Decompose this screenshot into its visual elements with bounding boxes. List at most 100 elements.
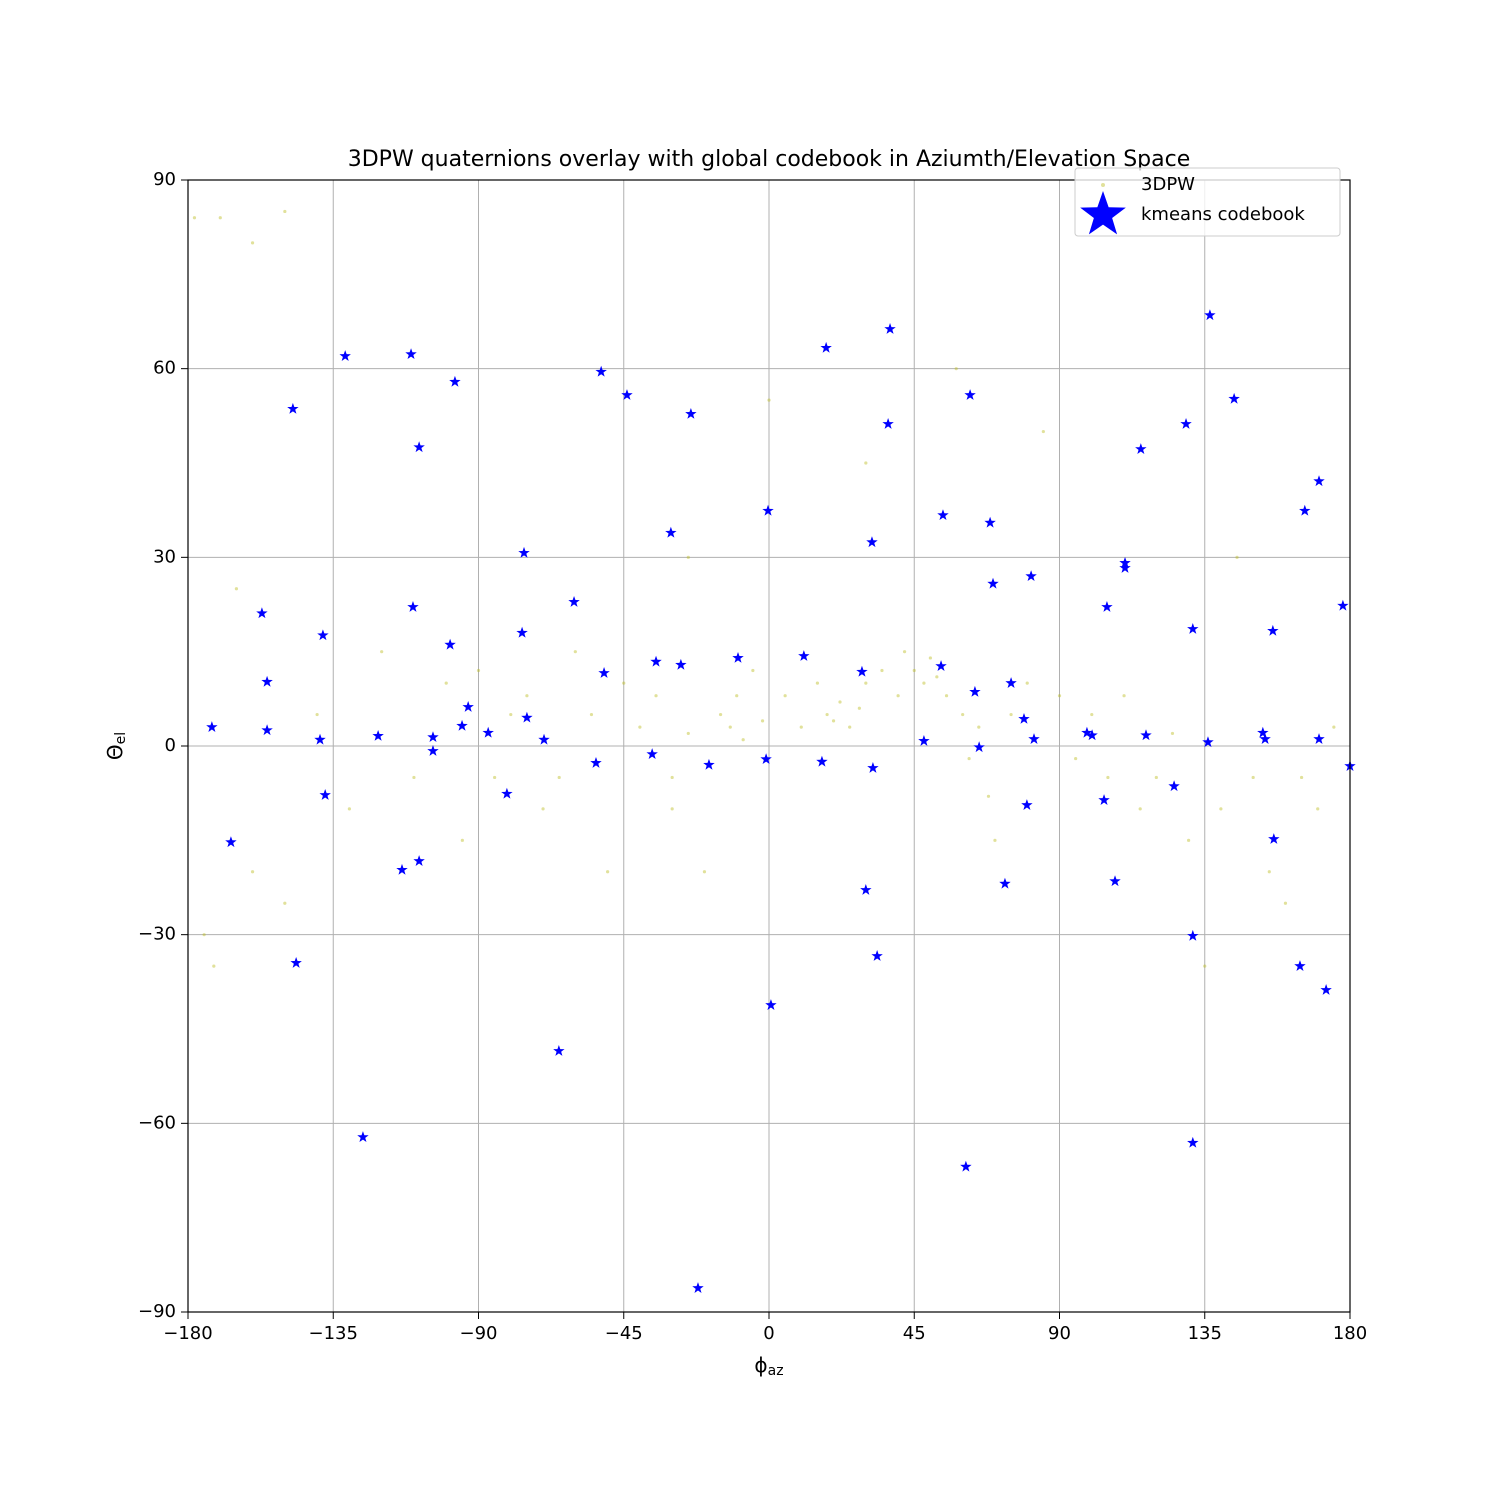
dot-marker bbox=[541, 807, 545, 811]
star-marker bbox=[760, 753, 772, 765]
star-marker bbox=[1180, 418, 1192, 429]
star-marker bbox=[407, 601, 419, 612]
dot-marker bbox=[212, 964, 216, 968]
star-marker bbox=[518, 546, 530, 558]
star-marker bbox=[816, 755, 828, 767]
star-marker bbox=[969, 685, 981, 697]
star-marker bbox=[1119, 562, 1131, 573]
star-marker bbox=[413, 855, 425, 866]
y-tick-label: 30 bbox=[153, 546, 176, 567]
star-marker bbox=[598, 667, 610, 678]
dot-marker bbox=[460, 838, 464, 842]
star-marker bbox=[860, 884, 872, 895]
dot-marker bbox=[202, 933, 206, 937]
star-marker bbox=[501, 787, 513, 799]
star-marker bbox=[650, 655, 662, 667]
x-label-subscript: az bbox=[768, 1363, 784, 1379]
star-marker bbox=[1187, 929, 1199, 941]
dot-marker bbox=[493, 775, 497, 780]
dot-marker bbox=[735, 694, 739, 698]
star-marker bbox=[413, 441, 425, 453]
x-tick-label: 180 bbox=[1333, 1323, 1367, 1344]
star-marker bbox=[1098, 794, 1110, 805]
dot-marker bbox=[686, 731, 690, 736]
dot-marker bbox=[751, 668, 755, 673]
dot-marker bbox=[444, 681, 448, 685]
star-marker bbox=[703, 758, 715, 770]
dot-marker bbox=[347, 807, 351, 811]
x-tick-label: 0 bbox=[763, 1323, 774, 1344]
star-marker bbox=[1140, 729, 1152, 741]
star-marker bbox=[1259, 733, 1271, 744]
star-marker bbox=[675, 658, 687, 670]
dot-marker bbox=[954, 367, 958, 371]
star-marker bbox=[732, 651, 744, 663]
y-axis-label: Θel bbox=[103, 732, 130, 760]
star-marker bbox=[1101, 601, 1113, 612]
dot-marker bbox=[967, 756, 971, 761]
star-marker bbox=[1337, 599, 1349, 611]
dot-marker bbox=[218, 216, 222, 220]
dot-marker bbox=[848, 725, 852, 729]
dot-marker bbox=[944, 694, 949, 698]
x-label-symbol: ϕ bbox=[754, 1353, 767, 1377]
star-marker bbox=[516, 626, 528, 638]
dot-marker bbox=[1299, 775, 1304, 780]
dot-marker bbox=[380, 650, 384, 654]
star-marker bbox=[261, 724, 273, 736]
star-marker bbox=[960, 1160, 972, 1172]
dot-marker bbox=[412, 775, 416, 780]
x-tick-label: 90 bbox=[1048, 1323, 1071, 1344]
star-marker bbox=[665, 526, 677, 538]
star-marker bbox=[396, 863, 408, 875]
plot-frame bbox=[187, 179, 1351, 1313]
star-marker bbox=[1204, 309, 1216, 321]
dot-marker bbox=[606, 870, 610, 874]
y-tick-label: 90 bbox=[153, 169, 176, 190]
star-marker bbox=[427, 745, 439, 756]
dot-marker bbox=[838, 700, 842, 704]
star-marker bbox=[999, 877, 1011, 889]
star-marker bbox=[1187, 1136, 1199, 1148]
star-marker bbox=[456, 719, 468, 731]
star-marker bbox=[882, 418, 894, 429]
dot-marker bbox=[896, 694, 900, 698]
legend-label: 3DPW bbox=[1141, 174, 1195, 195]
star-marker bbox=[317, 629, 329, 641]
star-marker bbox=[1187, 623, 1199, 634]
star-marker bbox=[1135, 443, 1147, 455]
star-marker bbox=[765, 999, 777, 1010]
star-marker bbox=[973, 741, 985, 753]
star-marker bbox=[856, 665, 868, 677]
dot-marker bbox=[986, 794, 991, 798]
y-tick-label: 0 bbox=[165, 735, 176, 756]
star-marker bbox=[287, 402, 299, 414]
dot-marker bbox=[993, 838, 997, 842]
star-marker bbox=[1025, 570, 1037, 582]
dot-marker bbox=[1154, 775, 1158, 780]
y-tick-label: 60 bbox=[153, 358, 176, 379]
star-marker bbox=[1299, 504, 1311, 516]
star-marker bbox=[964, 389, 976, 400]
dot-marker bbox=[864, 461, 868, 465]
star-marker bbox=[867, 762, 879, 773]
dot-marker bbox=[783, 694, 787, 698]
star-marker bbox=[482, 726, 494, 738]
star-marker bbox=[1086, 729, 1098, 741]
dot-marker bbox=[1219, 807, 1223, 811]
dot-marker bbox=[912, 668, 916, 673]
legend-box bbox=[1074, 167, 1341, 237]
star-marker bbox=[225, 836, 237, 848]
legend-marker bbox=[1101, 183, 1105, 187]
star-marker bbox=[1021, 799, 1033, 810]
star-marker bbox=[1257, 726, 1269, 738]
legend-marker bbox=[1080, 191, 1126, 235]
dot-marker bbox=[1203, 964, 1207, 968]
dot-marker bbox=[1251, 775, 1255, 780]
dot-marker bbox=[250, 870, 255, 874]
x-tick-label: −90 bbox=[460, 1323, 498, 1344]
dot-marker bbox=[686, 555, 690, 559]
star-marker bbox=[1313, 475, 1325, 487]
dot-marker bbox=[250, 241, 255, 245]
dot-marker bbox=[767, 398, 771, 402]
